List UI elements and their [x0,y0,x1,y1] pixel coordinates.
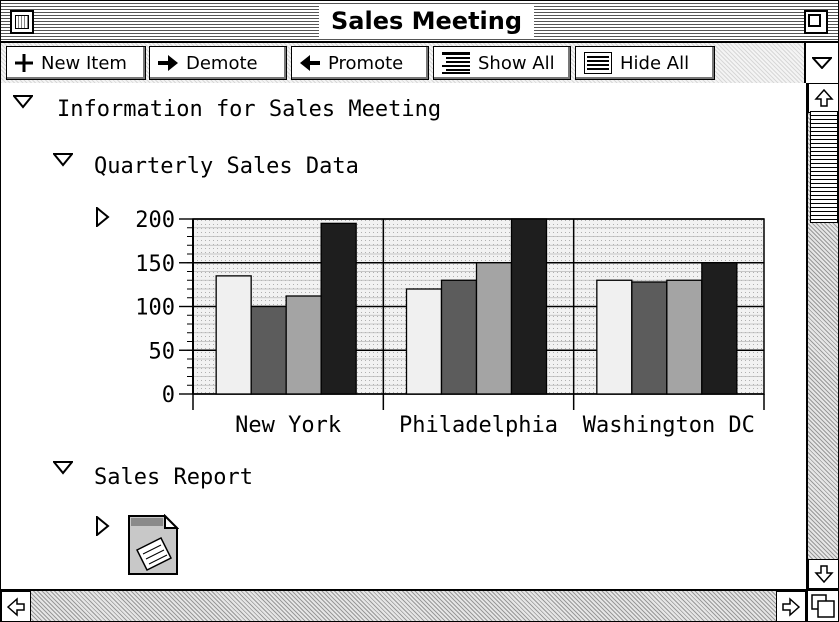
list-icon [442,52,470,74]
title-bar[interactable]: Sales Meeting [1,1,838,43]
scroll-left-arrow-icon[interactable] [1,591,31,621]
bar[interactable] [440,279,478,395]
promote-button[interactable]: Promote [291,46,429,80]
y-tick-label: 0 [162,383,175,408]
y-tick-label: 50 [149,339,176,364]
bar[interactable] [250,305,287,395]
bar[interactable] [701,262,738,395]
outline-item-sales-report[interactable]: Sales Report [94,465,253,490]
y-tick-label: 100 [135,296,175,321]
show-all-button[interactable]: Show All [433,46,571,80]
bar[interactable] [631,281,668,395]
close-box-icon[interactable] [10,10,34,34]
document-icon[interactable] [127,514,179,576]
disclosure-expanded-icon[interactable] [53,461,73,475]
plus-icon [15,54,33,72]
toolbar-menu-button[interactable] [804,43,838,85]
bar[interactable] [285,295,322,395]
disclosure-expanded-icon[interactable] [53,153,73,167]
new-item-button[interactable]: New Item [6,46,146,80]
bar[interactable] [596,279,633,395]
scroll-right-arrow-icon[interactable] [776,591,806,621]
outline-content: Information for Sales Meeting Quarterly … [1,83,806,589]
arrow-left-icon [300,55,320,71]
promote-label: Promote [328,52,404,74]
category-label: Philadelphia [399,413,558,438]
scroll-down-arrow-icon[interactable] [808,559,838,589]
disclosure-expanded-icon[interactable] [13,95,33,109]
new-item-label: New Item [41,52,127,74]
bar[interactable] [405,288,443,395]
toolbar: New Item Demote Promote Show All Hide Al… [1,43,806,85]
category-label: Washington DC [583,413,755,438]
arrow-right-icon [158,55,178,71]
y-tick-label: 150 [135,252,175,277]
size-box-icon[interactable] [806,589,838,621]
category-label: New York [235,413,341,438]
demote-label: Demote [186,52,258,74]
show-all-label: Show All [478,52,555,74]
outline-item-quarterly-sales[interactable]: Quarterly Sales Data [94,154,359,179]
bar[interactable] [510,218,548,395]
hide-all-label: Hide All [620,52,690,74]
outline-item-root[interactable]: Information for Sales Meeting [57,97,442,122]
scroll-thumb[interactable] [810,111,838,223]
scroll-up-arrow-icon[interactable] [808,83,838,113]
list-icon [584,52,612,74]
vertical-scrollbar[interactable] [806,83,838,589]
bar[interactable] [215,275,252,395]
horizontal-scrollbar[interactable] [1,589,806,621]
zoom-box-icon[interactable] [804,10,828,34]
hide-all-button[interactable]: Hide All [575,46,715,80]
sales-bar-chart[interactable]: 0 50 100 150 200 New York Philadelphia Washingt… [121,208,766,438]
demote-button[interactable]: Demote [149,46,287,80]
window-title: Sales Meeting [319,5,535,37]
bar[interactable] [320,222,357,395]
bar[interactable] [475,262,513,395]
chevron-down-icon [812,57,832,69]
y-tick-label: 200 [135,208,175,233]
disclosure-collapsed-icon[interactable] [96,207,110,227]
bar[interactable] [666,279,703,395]
disclosure-collapsed-icon[interactable] [96,516,110,536]
